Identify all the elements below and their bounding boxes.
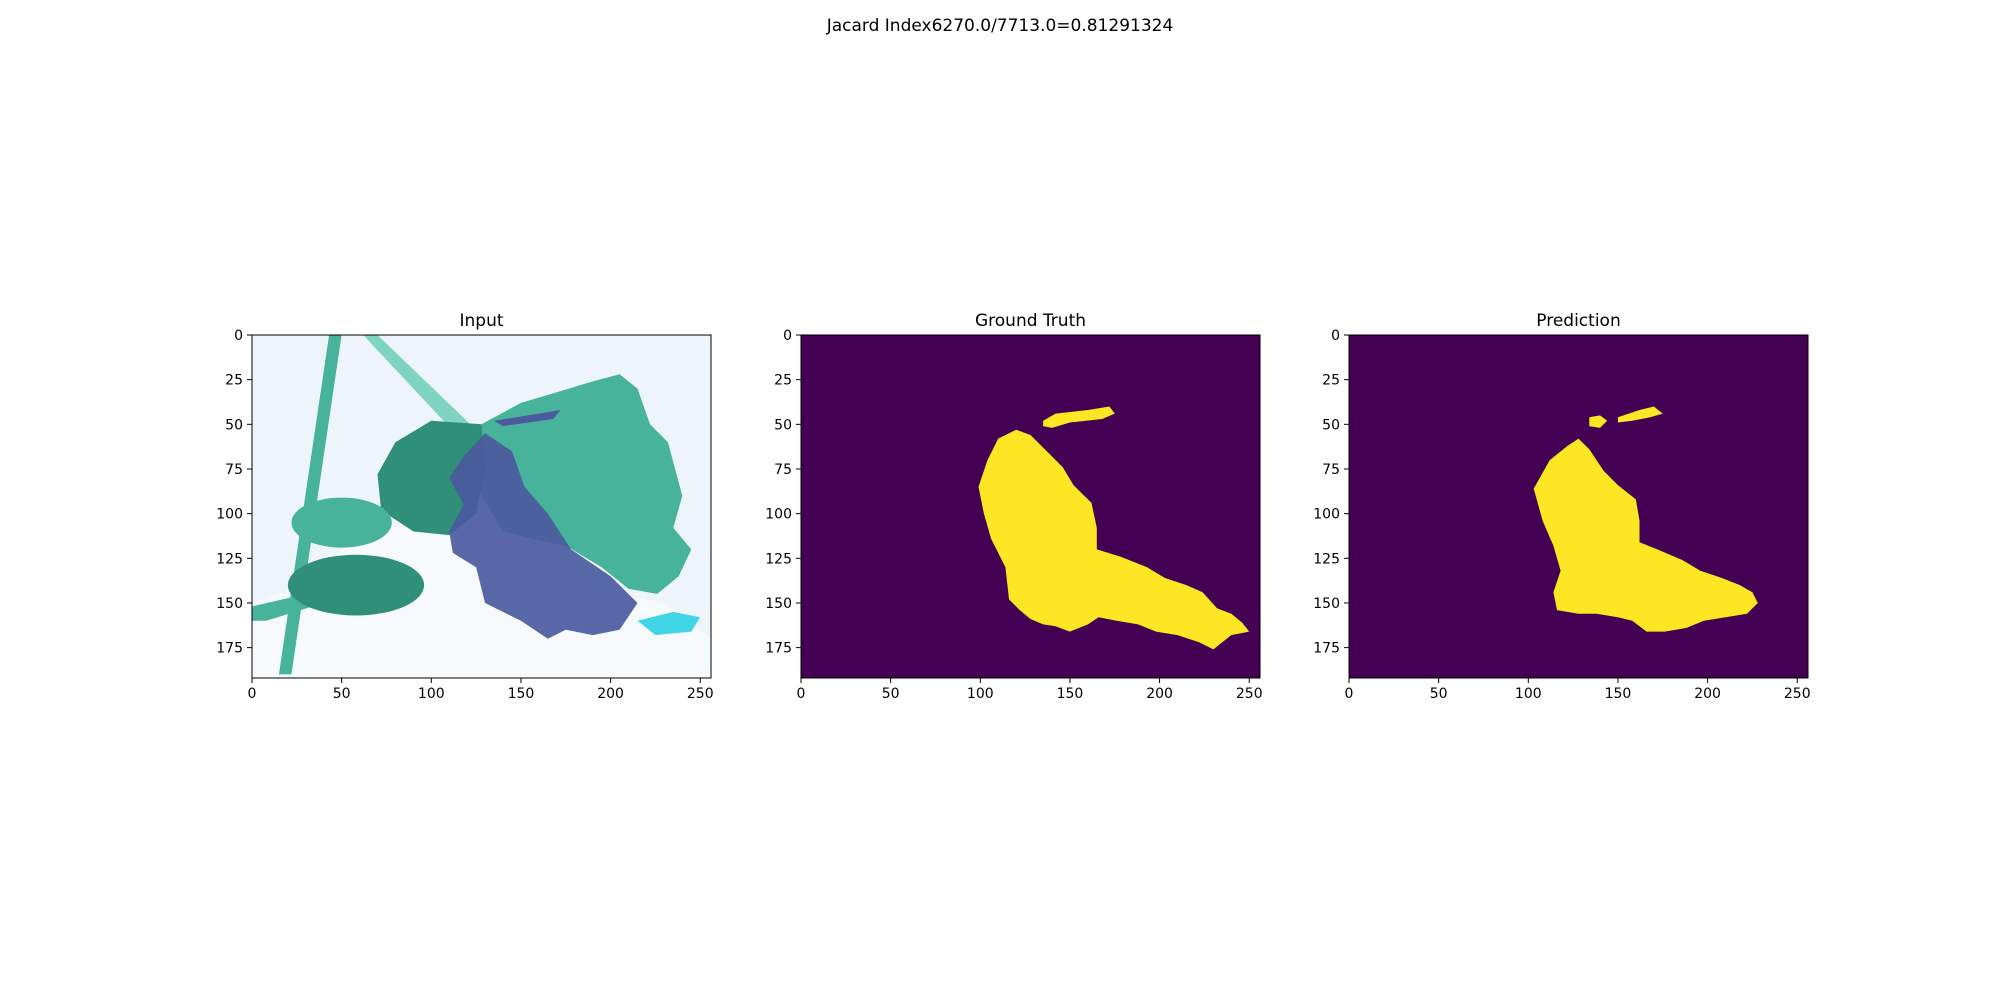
input-xtick-label: 100 [418, 686, 445, 702]
input-xtick-label: 0 [248, 686, 257, 702]
ground-truth-ytick-label: 50 [774, 417, 792, 433]
input-ytick-label: 150 [216, 596, 243, 612]
input-axes-frame [251, 334, 712, 679]
figure-suptitle: Jacard Index6270.0/7713.0=0.81291324 [826, 16, 1174, 36]
ground-truth-axes: Ground Truth 0 50 100 150 200 250 0 25 50 75 100 125… [765, 311, 1262, 702]
input-image [252, 335, 711, 678]
prediction-axes-frame [1348, 334, 1809, 679]
ground-truth-xtick-label: 200 [1146, 686, 1173, 702]
input-xtick-label: 250 [687, 686, 714, 702]
prediction-mask-region-1 [1617, 406, 1663, 423]
ground-truth-xtick-label: 0 [797, 686, 806, 702]
prediction-ytick-label: 175 [1313, 641, 1340, 657]
input-xtick-label: 50 [333, 686, 351, 702]
prediction-ytick-label: 25 [1322, 373, 1340, 389]
ground-truth-ytick-label: 100 [765, 507, 792, 523]
prediction-ytick-label: 150 [1313, 596, 1340, 612]
small-leaf-shape [291, 497, 392, 548]
prediction-mask-region-0 [1589, 415, 1608, 428]
left-leaf-shape [377, 420, 486, 536]
prediction-ytick-label: 50 [1322, 417, 1340, 433]
lesion-spot-shape [494, 410, 561, 427]
main-leaf-shape [470, 374, 692, 594]
prediction-xtick-label: 50 [1430, 686, 1448, 702]
prediction-axes: Prediction 0 50 100 150 200 250 0 25 50 75 100 125 15… [1313, 311, 1810, 702]
ground-truth-ytick-label: 150 [765, 596, 792, 612]
input-ytick-label: 100 [216, 507, 243, 523]
ground-truth-xtick-label: 150 [1057, 686, 1084, 702]
lesion-shape [449, 433, 638, 639]
ground-truth-ytick-label: 0 [783, 328, 792, 344]
prediction-title: Prediction [1536, 311, 1620, 331]
input-ytick-label: 25 [225, 373, 243, 389]
prediction-ytick-label: 75 [1322, 462, 1340, 478]
ground-truth-xtick-label: 100 [967, 686, 994, 702]
prediction-ytick-label: 100 [1313, 507, 1340, 523]
input-axes: Input 0 50 100 150 200 250 0 25 50 75 100 125 150 175 [216, 311, 713, 702]
ground-truth-ytick-label: 25 [774, 373, 792, 389]
leaf-stalk-shape [363, 335, 482, 443]
input-title: Input [459, 311, 503, 331]
cyan-patch-shape [637, 611, 701, 636]
prediction-ytick-label: 0 [1331, 328, 1340, 344]
ground-truth-xtick-label: 50 [882, 686, 900, 702]
prediction-xtick-label: 0 [1345, 686, 1354, 702]
input-ytick-label: 0 [234, 328, 243, 344]
lower-leaf-shape [287, 554, 425, 616]
ground-truth-ytick-label: 75 [774, 462, 792, 478]
ground-truth-title: Ground Truth [975, 311, 1086, 331]
prediction-image [1349, 335, 1808, 678]
ground-truth-mask-region-1 [978, 429, 1250, 650]
input-xtick-label: 200 [597, 686, 624, 702]
input-ytick-label: 175 [216, 641, 243, 657]
ground-truth-xtick-label: 250 [1236, 686, 1263, 702]
prediction-mask-region-2 [1533, 438, 1758, 632]
prediction-xtick-label: 200 [1694, 686, 1721, 702]
ground-truth-mask-region-0 [1043, 406, 1115, 428]
prediction-xtick-label: 100 [1515, 686, 1542, 702]
prediction-xtick-label: 250 [1784, 686, 1811, 702]
ground-truth-image [801, 335, 1260, 678]
ground-truth-ytick-label: 125 [765, 551, 792, 567]
prediction-xtick-label: 150 [1605, 686, 1632, 702]
input-ytick-label: 50 [225, 417, 243, 433]
prediction-ytick-label: 125 [1313, 551, 1340, 567]
input-ytick-label: 75 [225, 462, 243, 478]
input-xtick-label: 150 [508, 686, 535, 702]
ground-truth-axes-frame [800, 334, 1261, 679]
input-ytick-label: 125 [216, 551, 243, 567]
ground-truth-ytick-label: 175 [765, 641, 792, 657]
